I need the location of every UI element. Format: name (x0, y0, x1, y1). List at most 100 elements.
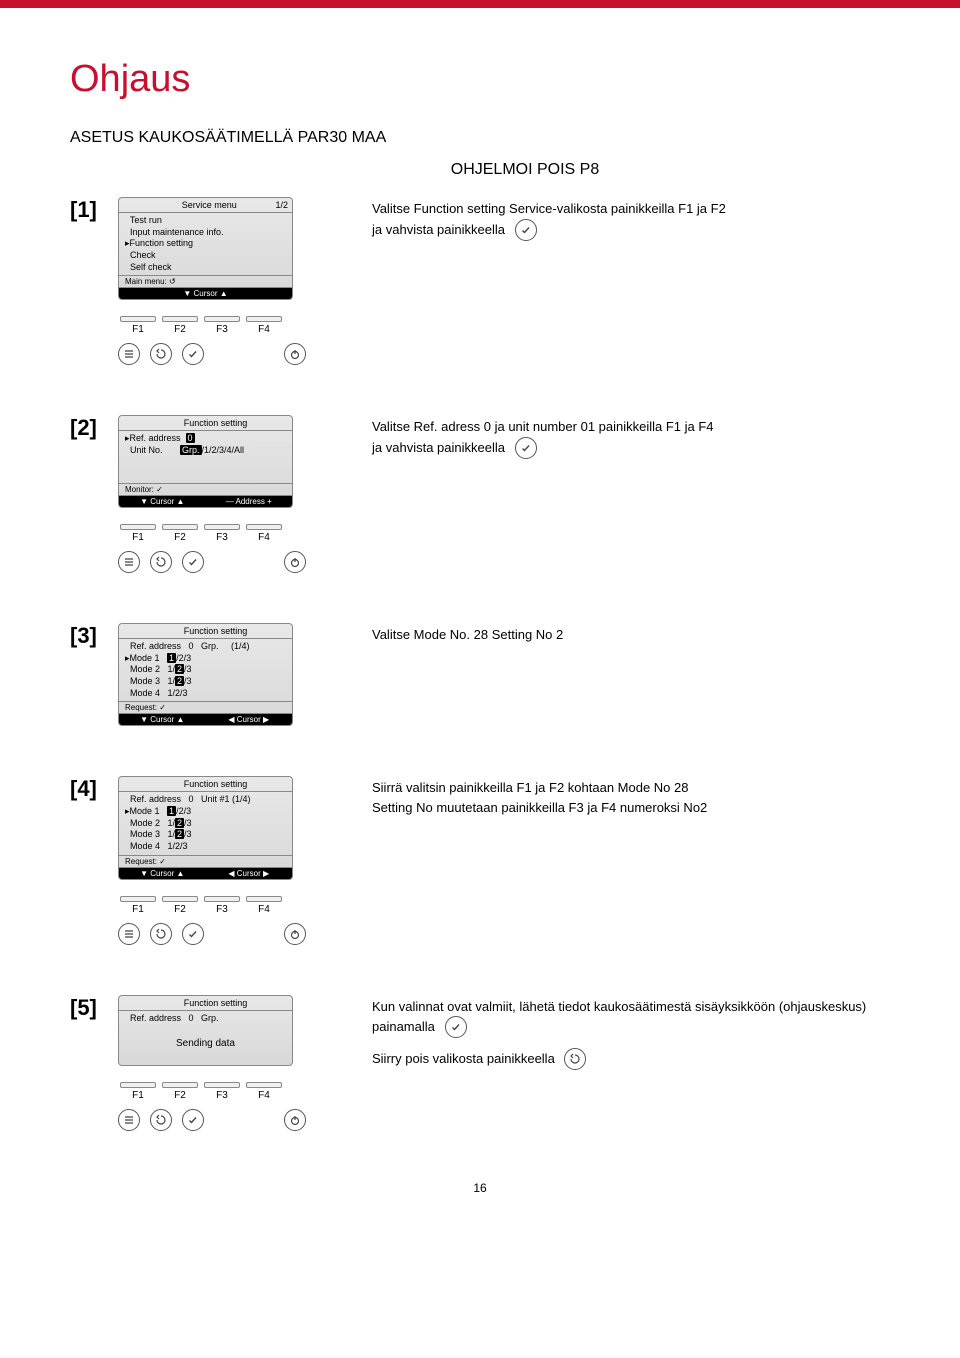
fkey-f4[interactable]: F4 (246, 316, 282, 335)
fkey-slot (246, 316, 282, 322)
fkey-label: F1 (120, 1090, 156, 1101)
lcd-footer: ▼ Cursor ▲— Address + (119, 495, 292, 507)
lcd-row: Unit No. Grp./1/2/3/4/All (125, 445, 286, 457)
power-button[interactable] (284, 343, 306, 365)
lcd-screen: Function setting Ref. address 0 Grp. (1/… (118, 623, 293, 726)
menu-button[interactable] (118, 551, 140, 573)
fkey-f1[interactable]: F1 (120, 1082, 156, 1101)
fkey-label: F3 (204, 324, 240, 335)
lcd-header: Service menu1/2 (119, 198, 292, 213)
fkey-f3[interactable]: F3 (204, 316, 240, 335)
lcd-body: Ref. address 0 Grp. (1/4)▸Mode 1 1/2/3 M… (119, 639, 292, 701)
lcd-footer-cell: ▼ Cursor ▲ (119, 496, 206, 507)
fkey-f4[interactable]: F4 (246, 1082, 282, 1101)
lcd-footer: ▼ Cursor ▲◀ Cursor ▶ (119, 867, 292, 879)
fkey-slot (120, 316, 156, 322)
lcd-body: Test run Input maintenance info.▸Functio… (119, 213, 292, 275)
fkey-f2[interactable]: F2 (162, 1082, 198, 1101)
back-icon (564, 1048, 586, 1070)
lcd-screen: Function setting Ref. address 0 Unit #1 … (118, 776, 293, 879)
desc-line: ja vahvista painikkeella (372, 437, 890, 459)
fkey-label: F1 (120, 532, 156, 543)
fkey-f1[interactable]: F1 (120, 524, 156, 543)
fkey-f2[interactable]: F2 (162, 896, 198, 915)
fkey-slot (204, 316, 240, 322)
fkey-f4[interactable]: F4 (246, 524, 282, 543)
lcd-row: Input maintenance info. (125, 227, 286, 239)
confirm-button[interactable] (182, 923, 204, 945)
desc-line: Siirrä valitsin painikkeilla F1 ja F2 ko… (372, 778, 890, 798)
step-label: [5] (70, 997, 118, 1019)
round-button-row (118, 343, 348, 365)
lcd-header: Function setting (119, 624, 292, 639)
fkey-label: F1 (120, 324, 156, 335)
lcd-row: Ref. address 0 Grp. (125, 1013, 286, 1025)
fkey-label: F2 (162, 1090, 198, 1101)
back-button[interactable] (150, 1109, 172, 1131)
fkey-f4[interactable]: F4 (246, 896, 282, 915)
steps-container: [1]Service menu1/2 Test run Input mainte… (70, 197, 890, 1131)
back-button[interactable] (150, 923, 172, 945)
lcd-row: Mode 4 1/2/3 (125, 841, 286, 853)
fkey-f3[interactable]: F3 (204, 896, 240, 915)
confirm-button[interactable] (182, 343, 204, 365)
lcd-screen: Function setting▸Ref. address 0 Unit No.… (118, 415, 293, 507)
menu-button[interactable] (118, 343, 140, 365)
step-description: Kun valinnat ovat valmiit, lähetä tiedot… (348, 995, 890, 1071)
fkey-f1[interactable]: F1 (120, 896, 156, 915)
fkey-label: F4 (246, 1090, 282, 1101)
desc-line: Setting No muutetaan painikkeilla F3 ja … (372, 798, 890, 818)
lcd-row: ▸Mode 1 1/2/3 (125, 806, 286, 818)
lcd-row: Mode 3 1/2/3 (125, 676, 286, 688)
round-button-row (118, 923, 348, 945)
fkey-label: F3 (204, 1090, 240, 1101)
lcd-column: Function setting Ref. address 0 Grp.Send… (118, 995, 348, 1132)
menu-button[interactable] (118, 1109, 140, 1131)
fkey-f3[interactable]: F3 (204, 524, 240, 543)
fkey-f2[interactable]: F2 (162, 524, 198, 543)
step-description: Valitse Mode No. 28 Setting No 2 (348, 623, 890, 645)
confirm-button[interactable] (182, 551, 204, 573)
fkey-slot (120, 896, 156, 902)
section-title: ASETUS KAUKOSÄÄTIMELLÄ PAR30 MAA (70, 129, 890, 147)
lcd-footer-cell: — Address + (206, 496, 293, 507)
step-5: [5]Function setting Ref. address 0 Grp.S… (70, 995, 890, 1132)
round-button-row (118, 551, 348, 573)
fkey-slot (204, 1082, 240, 1088)
step-label: [1] (70, 199, 118, 221)
fkey-label: F1 (120, 904, 156, 915)
lcd-footer-cell: ▼ Cursor ▲ (119, 714, 206, 725)
fkey-f2[interactable]: F2 (162, 316, 198, 335)
power-button[interactable] (284, 1109, 306, 1131)
lcd-column: Function setting Ref. address 0 Grp. (1/… (118, 623, 348, 726)
power-button[interactable] (284, 551, 306, 573)
check-icon (515, 219, 537, 241)
fkey-slot (204, 896, 240, 902)
fkey-label: F2 (162, 904, 198, 915)
lcd-screen: Service menu1/2 Test run Input maintenan… (118, 197, 293, 300)
lcd-subfooter: Main menu: ↺ (119, 275, 292, 287)
back-button[interactable] (150, 343, 172, 365)
subtitle: OHJELMOI POIS P8 (160, 161, 890, 179)
power-button[interactable] (284, 923, 306, 945)
step-label: [2] (70, 417, 118, 439)
fkey-f1[interactable]: F1 (120, 316, 156, 335)
lcd-subfooter: Request: ✓ (119, 701, 292, 713)
lcd-status-text: Sending data (125, 1024, 286, 1063)
round-button-row (118, 1109, 348, 1131)
desc-line: Kun valinnat ovat valmiit, lähetä tiedot… (372, 997, 890, 1017)
fkey-f3[interactable]: F3 (204, 1082, 240, 1101)
lcd-row: ▸Function setting (125, 238, 286, 250)
lcd-body: ▸Ref. address 0 Unit No. Grp./1/2/3/4/Al… (119, 431, 292, 482)
lcd-column: Function setting▸Ref. address 0 Unit No.… (118, 415, 348, 572)
menu-button[interactable] (118, 923, 140, 945)
lcd-row: Check (125, 250, 286, 262)
back-button[interactable] (150, 551, 172, 573)
confirm-button[interactable] (182, 1109, 204, 1131)
page-number: 16 (70, 1181, 890, 1195)
desc-line: painamalla (372, 1016, 890, 1038)
fkey-label: F3 (204, 532, 240, 543)
fkey-label: F4 (246, 324, 282, 335)
desc-line: ja vahvista painikkeella (372, 219, 890, 241)
fkey-label: F4 (246, 904, 282, 915)
